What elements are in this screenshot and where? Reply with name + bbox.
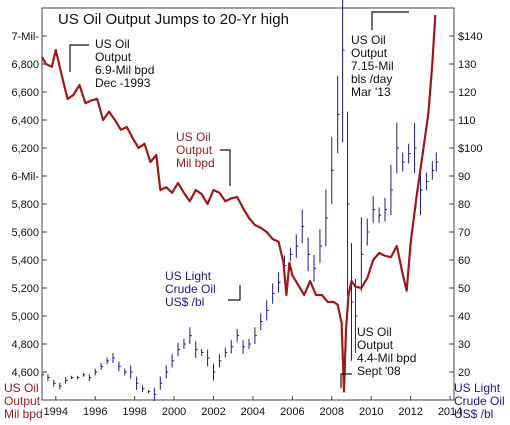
- right-axis-title-line3: US$ /bl: [454, 407, 493, 421]
- right-tick-label: 70: [458, 227, 470, 239]
- left-axis-title-line3: Mil bpd: [4, 407, 43, 421]
- left-tick-label: 6,600: [11, 87, 39, 99]
- annotation-low-line1: US Oil: [357, 325, 392, 339]
- x-axis: 1994 1996 1998 2000 2002 2004 2006 2008 2010 2012…: [44, 396, 462, 418]
- right-axis-title-line2: Crude Oil: [454, 394, 505, 408]
- right-tick-label: 90: [458, 171, 470, 183]
- annotation-high-line4: bls /day: [351, 72, 392, 86]
- left-tick-label: 6,400: [11, 115, 39, 127]
- annotation-low-line3: 4.4-Mil bpd: [357, 351, 416, 365]
- annotation-low-line4: Sept '08: [357, 364, 401, 378]
- annotation-high-line2: Output: [351, 46, 388, 60]
- left-tick-label: 4,800: [11, 339, 39, 351]
- annotation-output-line2: Output: [176, 143, 213, 157]
- annotation-peak-1993: US Oil Output 6.9-Mil bpd Dec -1993: [69, 37, 154, 90]
- x-tick-label: 2004: [241, 406, 265, 418]
- annotation-high-pointer: [371, 11, 409, 30]
- left-tick-label: 6,800: [11, 59, 39, 71]
- annotation-low-pointer: [340, 373, 352, 388]
- annotation-crude-pointer: [228, 285, 241, 301]
- annotation-crude-line3: US$ /bl: [165, 295, 204, 309]
- x-tick-label: 2012: [398, 406, 422, 418]
- right-axis-title: US Light Crude Oil US$ /bl: [454, 381, 505, 421]
- right-tick-label: 20: [458, 367, 470, 379]
- left-tick-label: 6-Mil-: [12, 171, 40, 183]
- x-tick-label: 2000: [162, 406, 186, 418]
- crude-price-series: [41, 0, 439, 402]
- x-tick-label: 2008: [320, 406, 344, 418]
- x-tick-label: 2010: [359, 406, 383, 418]
- right-tick-label: 80: [458, 199, 470, 211]
- x-tick-label: 2006: [280, 406, 304, 418]
- left-tick-label: 5,600: [11, 227, 39, 239]
- left-axis-title: US Oil Output Mil bpd: [4, 381, 43, 421]
- left-tick-label: 5,400: [11, 255, 39, 267]
- right-tick-label: 130: [458, 59, 476, 71]
- right-axis: 20 30 40 50 60 70 80 90 $100 110 120 130 $140: [449, 31, 482, 379]
- right-tick-label: 40: [458, 311, 470, 323]
- left-axis-title-line1: US Oil: [4, 381, 39, 395]
- right-tick-label: 120: [458, 87, 476, 99]
- annotation-output-line3: Mil bpd: [176, 156, 215, 170]
- x-tick-label: 1994: [44, 406, 68, 418]
- left-axis-title-line2: Output: [4, 394, 41, 408]
- left-tick-label: 5,200: [11, 283, 39, 295]
- right-tick-label: 60: [458, 255, 470, 267]
- left-tick-label: 7-Mil-: [12, 31, 40, 43]
- annotation-peak-pointer: [69, 44, 89, 72]
- left-tick-label: 4,600: [11, 367, 39, 379]
- left-tick-label: 6,200: [11, 143, 39, 155]
- annotation-high-2013: US Oil Output 7.15-Mil bls /day Mar '13: [351, 11, 409, 99]
- right-tick-label: 30: [458, 339, 470, 351]
- annotation-low-line2: Output: [357, 338, 394, 352]
- chart-title: US Oil Output Jumps to 20-Yr high: [58, 11, 289, 28]
- left-axis: 4,600 4,800 5,000 5,200 5,400 5,600 5,800 6-Mil…: [11, 31, 47, 379]
- left-tick-label: 5,800: [11, 199, 39, 211]
- x-tick-label: 1998: [122, 406, 146, 418]
- right-axis-title-line1: US Light: [454, 381, 501, 395]
- oil-output-series: [41, 14, 437, 393]
- oil-output-line: [41, 14, 437, 393]
- right-tick-label: $140: [458, 31, 482, 43]
- annotation-peak-line4: Dec -1993: [95, 76, 151, 90]
- annotation-high-line5: Mar '13: [351, 85, 391, 99]
- annotation-high-line1: US Oil: [351, 33, 386, 47]
- left-tick-label: 5,000: [11, 311, 39, 323]
- annotation-output-line1: US Oil: [176, 130, 211, 144]
- annotation-crude-line2: Crude Oil: [165, 282, 216, 296]
- annotation-peak-line2: Output: [95, 50, 132, 64]
- annotation-crude-line1: US Light: [165, 269, 212, 283]
- annotation-crude-label: US Light Crude Oil US$ /bl: [165, 269, 241, 309]
- annotation-peak-line3: 6.9-Mil bpd: [95, 63, 154, 77]
- annotation-peak-line1: US Oil: [95, 37, 130, 51]
- x-tick-label: 2014: [438, 406, 462, 418]
- x-tick-label: 2002: [201, 406, 225, 418]
- annotation-high-line3: 7.15-Mil: [351, 59, 394, 73]
- right-tick-label: $100: [458, 143, 482, 155]
- right-tick-label: 110: [458, 115, 476, 127]
- annotation-output-label: US Oil Output Mil bpd: [176, 130, 231, 186]
- annotation-output-pointer: [220, 149, 231, 186]
- annotation-low-2008: US Oil Output 4.4-Mil bpd Sept '08: [340, 325, 416, 388]
- x-tick-label: 1996: [83, 406, 107, 418]
- right-tick-label: 50: [458, 283, 470, 295]
